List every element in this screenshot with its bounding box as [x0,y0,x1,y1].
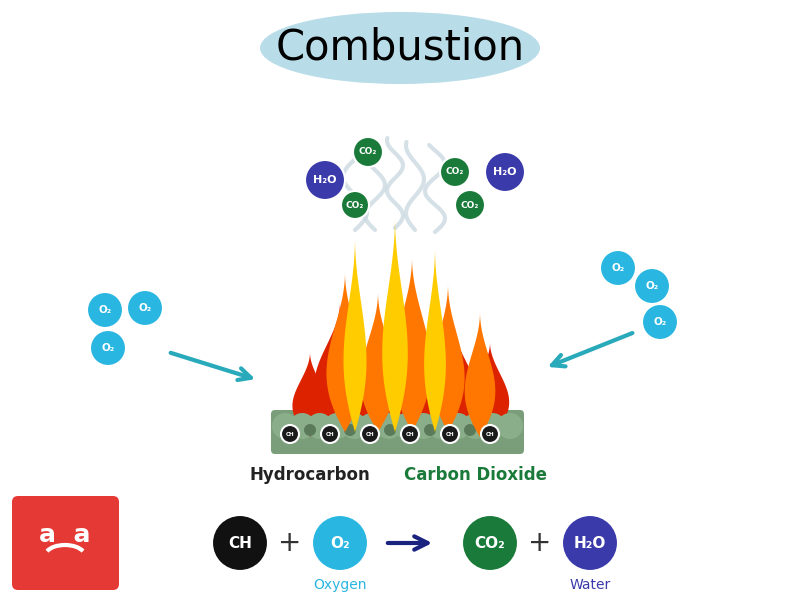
Polygon shape [431,284,465,432]
Circle shape [441,425,459,443]
Circle shape [462,413,488,439]
Circle shape [410,413,437,439]
Text: +: + [528,529,552,557]
Text: O₂: O₂ [138,303,152,313]
Text: CO₂: CO₂ [446,167,464,176]
Circle shape [324,413,350,439]
Circle shape [290,413,315,439]
Circle shape [344,424,356,436]
Circle shape [321,425,339,443]
Polygon shape [471,342,509,437]
Text: CO₂: CO₂ [359,148,377,157]
Text: CH: CH [486,431,494,437]
Circle shape [428,413,454,439]
Polygon shape [293,352,327,437]
FancyBboxPatch shape [271,410,524,454]
Text: O₂: O₂ [102,343,114,353]
Circle shape [342,413,367,439]
Text: CO₂: CO₂ [474,535,506,551]
Text: H₂O: H₂O [314,175,337,185]
Text: CH: CH [446,431,454,437]
Circle shape [127,290,163,326]
Text: Hydrocarbon: Hydrocarbon [250,466,370,484]
Circle shape [312,515,368,571]
Text: CO₂: CO₂ [346,200,364,209]
Text: CH: CH [366,431,374,437]
Circle shape [272,413,298,439]
Text: CO₂: CO₂ [461,200,479,209]
Text: O₂: O₂ [330,535,350,551]
Circle shape [481,425,499,443]
Circle shape [376,413,402,439]
Circle shape [281,425,299,443]
FancyBboxPatch shape [12,496,119,590]
Circle shape [212,515,268,571]
Polygon shape [314,302,366,432]
Text: Water: Water [570,578,610,592]
Circle shape [634,268,670,304]
Text: CH: CH [326,431,334,437]
Circle shape [305,160,345,200]
Text: CH: CH [228,535,252,551]
Circle shape [304,424,316,436]
Circle shape [485,152,525,192]
Polygon shape [361,292,395,432]
Polygon shape [343,237,366,432]
Circle shape [462,515,518,571]
Text: CH: CH [406,431,414,437]
Circle shape [480,413,506,439]
Text: Combustion: Combustion [275,27,525,69]
Text: O₂: O₂ [98,305,112,315]
Circle shape [401,425,419,443]
Text: +: + [278,529,302,557]
Text: a  a: a a [39,523,90,547]
Circle shape [562,515,618,571]
Circle shape [455,190,485,220]
FancyArrowPatch shape [552,333,633,367]
Circle shape [424,424,436,436]
Text: O₂: O₂ [646,281,658,291]
Text: H₂O: H₂O [494,167,517,177]
Circle shape [642,304,678,340]
Text: Carbon Dioxide: Carbon Dioxide [403,466,546,484]
Text: O₂: O₂ [654,317,666,327]
Text: H₂O: H₂O [574,535,606,551]
Ellipse shape [260,12,540,84]
Polygon shape [465,312,495,437]
Circle shape [384,424,396,436]
Polygon shape [391,312,439,432]
Text: CH: CH [286,431,294,437]
Text: O₂: O₂ [611,263,625,273]
Circle shape [464,424,476,436]
Circle shape [87,292,123,328]
FancyArrowPatch shape [388,536,427,550]
Circle shape [353,137,383,167]
Polygon shape [434,327,477,432]
Circle shape [341,191,369,219]
Polygon shape [424,247,446,432]
Circle shape [361,425,379,443]
Circle shape [358,413,385,439]
Circle shape [445,413,471,439]
Circle shape [90,330,126,366]
Circle shape [497,413,523,439]
Circle shape [600,250,636,286]
Polygon shape [326,272,363,432]
Text: Oxygen: Oxygen [314,578,366,592]
Circle shape [306,413,333,439]
Polygon shape [393,257,431,432]
Circle shape [440,157,470,187]
Polygon shape [353,322,398,432]
FancyArrowPatch shape [170,353,251,380]
Circle shape [393,413,419,439]
Polygon shape [382,217,408,432]
